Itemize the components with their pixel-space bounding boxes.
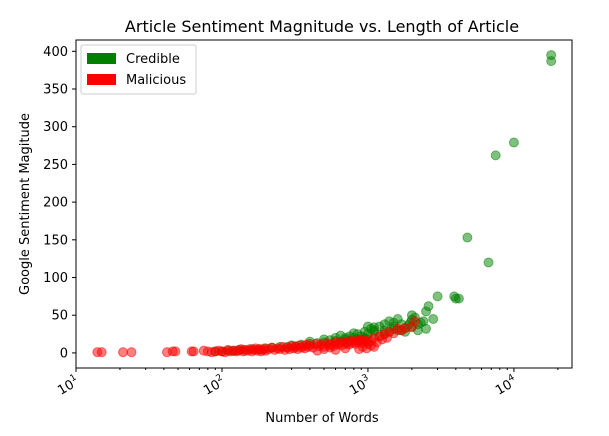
y-axis: 0 50 100 150 200 250 300 350 400 — [43, 45, 76, 361]
y-tick-label: 0 — [60, 346, 68, 361]
malicious-point — [368, 341, 379, 352]
credible-point — [421, 306, 432, 317]
y-axis-label: Google Sentiment Magitude — [18, 113, 33, 295]
y-tick-label: 400 — [43, 45, 68, 60]
chart-title: Article Sentiment Magnitude vs. Length o… — [125, 17, 519, 36]
credible-point — [450, 293, 461, 304]
x-axis: 101 102 103 104 — [54, 368, 559, 399]
y-tick-label: 250 — [43, 158, 68, 173]
x-tick-label: 103 — [346, 373, 374, 399]
credible-point — [508, 137, 519, 148]
y-tick-label: 50 — [51, 309, 68, 324]
legend-label-credible: Credible — [126, 52, 180, 67]
malicious-point — [312, 345, 323, 356]
malicious-point — [126, 347, 137, 358]
y-tick-label: 300 — [43, 120, 68, 135]
malicious-point — [118, 347, 129, 358]
y-tick-label: 100 — [43, 271, 68, 286]
data-points — [92, 50, 557, 358]
credible-point — [428, 313, 439, 324]
credible-point — [418, 316, 429, 327]
legend-swatch-credible — [87, 53, 116, 64]
credible-point — [462, 232, 473, 243]
x-tick-label: 104 — [492, 373, 520, 399]
credible-point — [432, 291, 443, 302]
credible-point — [490, 150, 501, 161]
credible-point — [546, 56, 557, 67]
y-tick-label: 150 — [43, 233, 68, 248]
y-tick-label: 200 — [43, 196, 68, 211]
x-axis-label: Number of Words — [265, 411, 378, 426]
malicious-point — [340, 343, 351, 354]
credible-point — [483, 257, 494, 268]
malicious-point — [188, 346, 199, 357]
legend-label-malicious: Malicious — [126, 73, 186, 88]
x-tick-label: 102 — [200, 373, 228, 399]
malicious-point — [409, 316, 420, 327]
malicious-point — [96, 347, 107, 358]
x-tick-label: 101 — [54, 373, 82, 399]
legend-swatch-malicious — [87, 74, 116, 85]
malicious-point — [170, 346, 181, 357]
legend: Credible Malicious — [80, 44, 197, 95]
malicious-point — [325, 342, 336, 353]
y-tick-label: 350 — [43, 83, 68, 98]
